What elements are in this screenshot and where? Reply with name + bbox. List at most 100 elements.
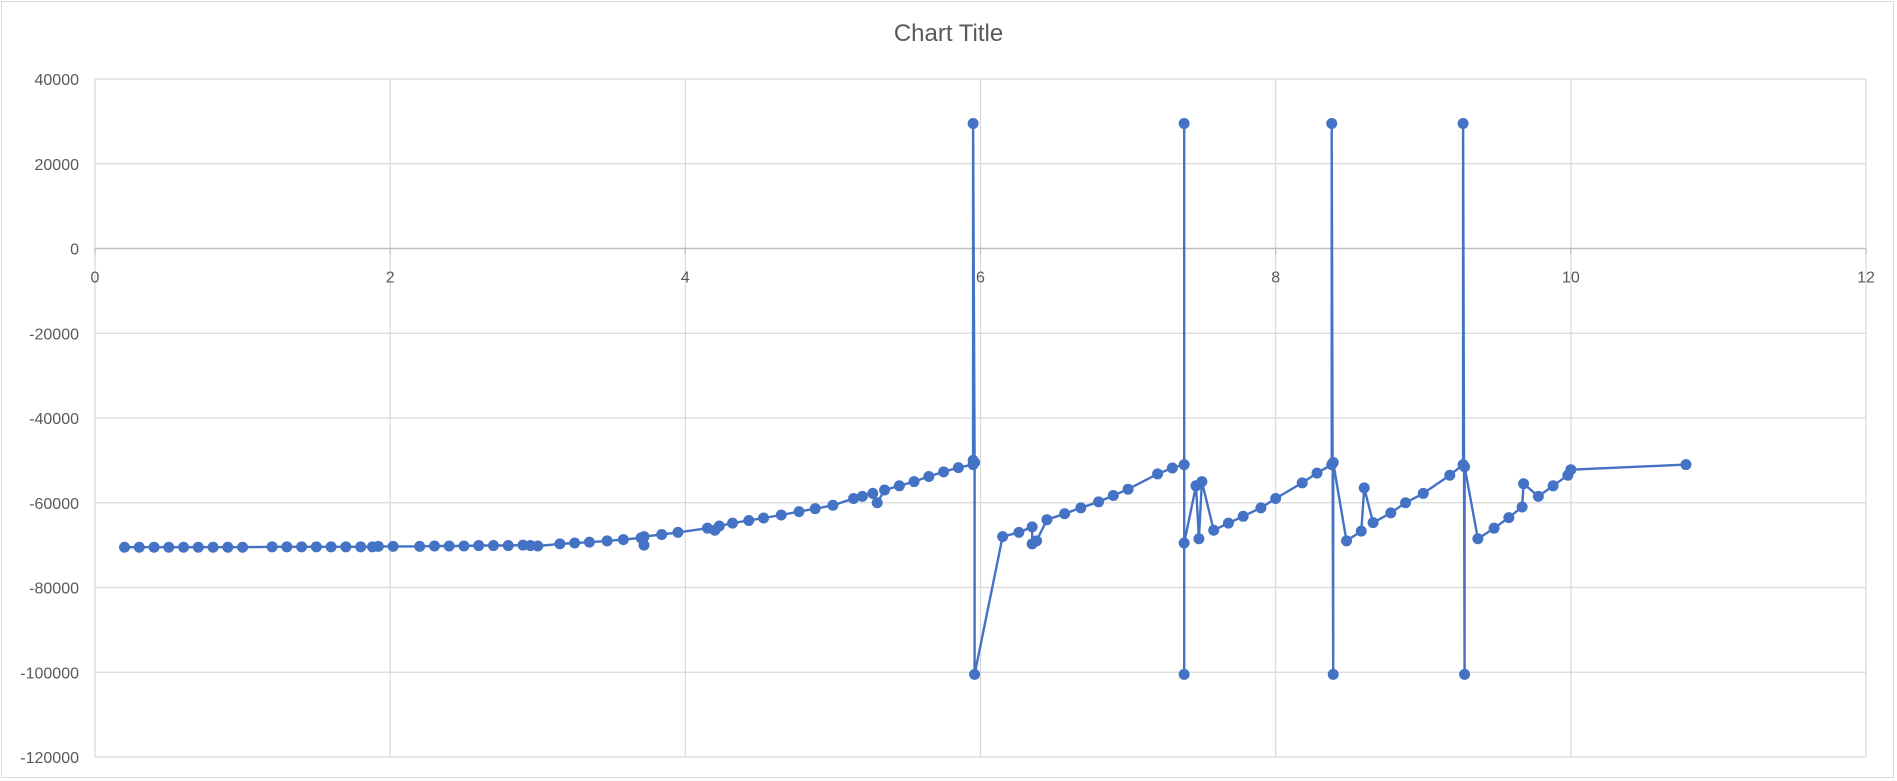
data-point xyxy=(148,541,160,553)
data-point xyxy=(1459,668,1471,680)
x-tick-label: 8 xyxy=(1271,270,1280,287)
x-tick-label: 0 xyxy=(91,270,100,287)
data-point xyxy=(1444,469,1456,481)
data-point xyxy=(867,487,879,499)
y-tick-label: -60000 xyxy=(29,496,79,513)
data-point xyxy=(281,541,293,553)
data-point xyxy=(617,534,629,546)
data-point xyxy=(848,493,860,505)
data-point xyxy=(554,538,566,550)
data-point xyxy=(871,497,883,509)
data-point xyxy=(713,520,725,532)
data-point xyxy=(192,541,204,553)
data-point xyxy=(601,535,613,547)
data-point xyxy=(1565,464,1577,476)
x-tick-label: 12 xyxy=(1857,270,1875,287)
data-point xyxy=(207,541,219,553)
data-point xyxy=(1547,480,1559,492)
data-point xyxy=(1107,490,1119,502)
data-point xyxy=(532,540,544,552)
data-point xyxy=(1196,476,1208,488)
data-point xyxy=(938,466,950,478)
y-tick-label: -20000 xyxy=(29,326,79,343)
series-group xyxy=(119,117,1692,680)
data-point xyxy=(133,541,145,553)
y-tick-label: 40000 xyxy=(35,72,80,89)
data-point xyxy=(908,476,920,488)
data-point xyxy=(1013,526,1025,538)
data-point xyxy=(758,512,770,524)
data-point xyxy=(1208,524,1220,536)
y-tick-label: -100000 xyxy=(20,665,79,682)
x-tick-labels: 0 2 4 6 8 10 12 xyxy=(91,270,1875,287)
data-point xyxy=(743,515,755,527)
data-point xyxy=(1472,533,1484,545)
data-point xyxy=(1059,508,1071,520)
data-point xyxy=(856,490,868,502)
x-tick-label: 4 xyxy=(681,270,690,287)
data-point xyxy=(775,509,787,521)
data-point xyxy=(827,499,839,511)
data-point xyxy=(296,541,308,553)
data-point xyxy=(923,470,935,482)
data-point xyxy=(1270,493,1282,505)
data-point xyxy=(1178,668,1190,680)
data-point xyxy=(473,540,485,552)
data-point xyxy=(428,540,440,552)
data-point xyxy=(997,531,1009,543)
y-tick-label: 20000 xyxy=(35,157,80,174)
data-point xyxy=(1093,496,1105,508)
data-point xyxy=(1417,487,1429,499)
data-point xyxy=(569,537,581,549)
x-tick-label: 10 xyxy=(1562,270,1580,287)
data-point xyxy=(1041,514,1053,526)
data-point xyxy=(1680,459,1692,471)
data-point xyxy=(355,541,367,553)
y-tick-labels: 40000 20000 0 -20000 -40000 -60000 -80000 -1000… xyxy=(20,72,79,767)
series-line xyxy=(124,122,1686,676)
data-point xyxy=(1311,467,1323,479)
data-point xyxy=(1075,502,1087,514)
data-point xyxy=(969,668,981,680)
data-point xyxy=(893,480,905,492)
data-point xyxy=(1296,477,1308,489)
data-point xyxy=(1355,525,1367,537)
y-tick-label: -120000 xyxy=(20,750,79,767)
data-point xyxy=(325,541,337,553)
data-point xyxy=(1503,512,1515,524)
data-point xyxy=(1327,456,1339,468)
data-point xyxy=(487,540,499,552)
data-point xyxy=(1385,507,1397,519)
data-point xyxy=(1178,117,1190,129)
data-point xyxy=(1327,668,1339,680)
data-point xyxy=(969,456,981,468)
data-point xyxy=(727,517,739,529)
data-point xyxy=(952,462,964,474)
data-point xyxy=(1166,462,1178,474)
data-point xyxy=(1255,502,1267,514)
data-point xyxy=(1532,490,1544,502)
data-point xyxy=(1026,521,1038,533)
data-point xyxy=(119,541,131,553)
data-point xyxy=(672,526,684,538)
y-tick-label: -80000 xyxy=(29,581,79,598)
data-point xyxy=(372,540,384,552)
data-point xyxy=(879,484,891,496)
data-point xyxy=(340,541,352,553)
data-point xyxy=(656,529,668,541)
data-point xyxy=(1367,517,1379,529)
axes xyxy=(94,247,1867,255)
data-point xyxy=(502,540,514,552)
data-point xyxy=(1152,468,1164,480)
data-point xyxy=(1457,117,1469,129)
data-point xyxy=(443,540,455,552)
data-point xyxy=(1341,535,1353,547)
data-point xyxy=(237,541,249,553)
data-point xyxy=(163,541,175,553)
data-point xyxy=(1516,501,1528,513)
data-point xyxy=(1518,478,1530,490)
data-point xyxy=(1400,497,1412,509)
data-point xyxy=(967,117,979,129)
data-point xyxy=(414,540,426,552)
